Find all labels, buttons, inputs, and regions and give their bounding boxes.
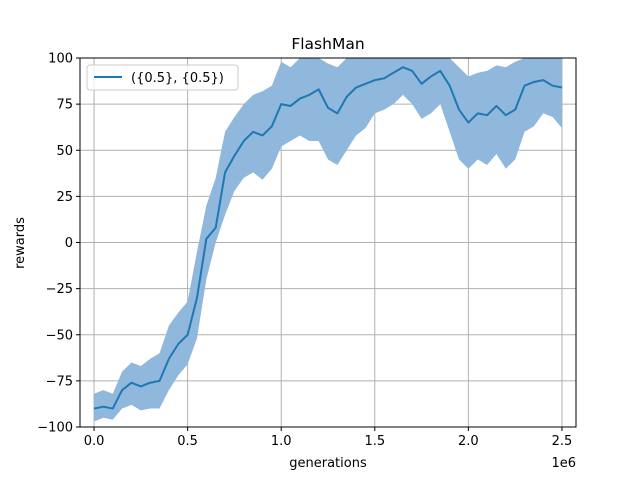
- x-tick-label: 1.5: [364, 434, 385, 449]
- legend-box: [86, 64, 239, 91]
- x-axis-ticks: 0.0 0.5 1.0 1.5 2.0 2.5: [84, 427, 573, 449]
- y-tick-label: −100: [37, 421, 73, 436]
- legend-label: ({0.5}, {0.5}): [131, 71, 224, 86]
- chart-title: FlashMan: [291, 35, 364, 53]
- x-axis-offset-text: 1e6: [551, 456, 576, 471]
- std-band-area: [94, 58, 562, 422]
- y-tick-label: −25: [46, 282, 73, 297]
- confidence-band: [94, 58, 562, 422]
- y-axis-label: rewards: [13, 217, 28, 269]
- y-tick-label: 25: [56, 190, 73, 205]
- x-tick-label: 2.0: [458, 434, 479, 449]
- x-tick-label: 2.5: [552, 434, 573, 449]
- y-tick-label: 100: [48, 52, 73, 67]
- x-tick-label: 1.0: [271, 434, 292, 449]
- y-tick-label: −50: [46, 328, 73, 343]
- x-tick-label: 0.0: [84, 434, 105, 449]
- y-tick-label: 0: [65, 236, 73, 251]
- x-axis-label: generations: [289, 456, 367, 471]
- y-tick-label: 75: [56, 98, 73, 113]
- y-tick-label: 50: [56, 144, 73, 159]
- legend: ({0.5}, {0.5}): [86, 64, 239, 91]
- mean-reward-line: [93, 66, 563, 410]
- x-tick-label: 0.5: [177, 434, 198, 449]
- y-axis-ticks: −100 −75 −50 −25 0 25 50 75 100: [37, 52, 80, 436]
- series-line: [93, 66, 563, 410]
- y-tick-label: −75: [46, 374, 73, 389]
